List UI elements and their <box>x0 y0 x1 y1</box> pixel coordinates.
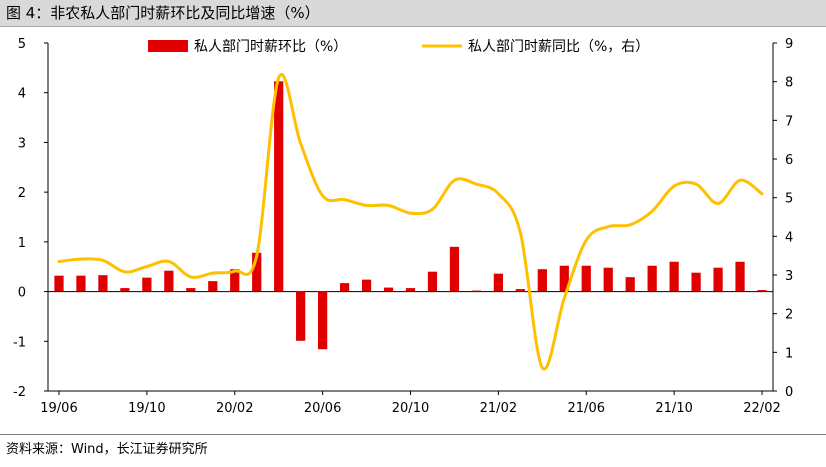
y-right-tick-label: 2 <box>785 308 793 323</box>
y-right-tick-label: 0 <box>785 385 793 400</box>
bar-mom-20-03 <box>252 252 262 292</box>
bar-mom-22-02 <box>757 290 767 292</box>
x-tick-label: 19/06 <box>40 401 77 416</box>
y-right-tick-label: 4 <box>785 230 793 245</box>
y-left-tick-label: -2 <box>13 385 26 400</box>
bar-mom-21-05 <box>559 265 569 292</box>
x-tick-label: 20/10 <box>392 401 429 416</box>
bar-mom-22-01 <box>735 261 745 292</box>
bar-mom-20-05 <box>296 291 306 341</box>
bar-mom-21-03 <box>515 289 525 292</box>
bar-mom-19-11 <box>164 270 174 292</box>
bar-mom-20-09 <box>383 287 394 292</box>
y-right-tick-label: 5 <box>785 192 793 207</box>
bar-mom-20-08 <box>361 279 372 292</box>
x-tick-label: 21/02 <box>480 401 517 416</box>
bar-mom-20-02 <box>230 269 240 292</box>
bar-mom-21-07 <box>603 267 613 292</box>
bar-mom-21-11 <box>691 272 701 292</box>
axes-layer <box>47 43 774 392</box>
bar-mom-21-09 <box>647 265 657 292</box>
legend-label-yoy: 私人部门时薪同比（%，右） <box>468 39 649 55</box>
y-left-tick-label: -1 <box>13 335 26 350</box>
y-right-tick-label: 3 <box>785 269 793 284</box>
legend-label-mom: 私人部门时薪环比（%） <box>194 39 347 55</box>
bar-mom-21-01 <box>471 290 482 292</box>
bar-mom-19-06 <box>54 275 64 292</box>
y-left-tick-label: 0 <box>18 286 26 301</box>
y-right-tick-label: 1 <box>785 346 793 361</box>
y-right-tick-label: 9 <box>785 37 793 52</box>
x-tick-label: 20/06 <box>304 401 341 416</box>
bar-mom-21-06 <box>581 265 591 292</box>
bar-mom-19-09 <box>120 288 130 292</box>
legend-swatch-mom <box>148 40 188 52</box>
ticks-layer: -2 -1 0 1 2 3 4 5 0 1 2 3 4 5 6 7 8 9 19/06 19/10 20/02 20/06… <box>13 37 793 416</box>
chart-canvas: -2 -1 0 1 2 3 4 5 0 1 2 3 4 5 6 7 8 9 19/06 19/10 20/02 20/06… <box>13 37 793 416</box>
bar-mom-20-07 <box>339 283 350 292</box>
bar-mom-21-12 <box>713 267 723 292</box>
y-left-tick-label: 3 <box>18 136 26 151</box>
bars-layer <box>54 81 767 350</box>
bar-mom-19-10 <box>142 277 152 292</box>
bar-mom-20-01 <box>208 281 218 292</box>
bar-mom-19-08 <box>98 275 108 292</box>
y-right-tick-label: 7 <box>785 114 793 129</box>
x-tick-label: 22/02 <box>743 401 780 416</box>
x-tick-label: 21/10 <box>655 401 692 416</box>
line-yoy <box>57 73 764 371</box>
bar-mom-21-04 <box>537 269 547 292</box>
chart-title: 图 4：非农私人部门时薪环比及同比增速（%） <box>6 4 320 22</box>
source-divider <box>0 434 826 435</box>
bar-mom-20-10 <box>405 288 416 292</box>
line-layer <box>57 73 764 371</box>
legend: 私人部门时薪环比（%） 私人部门时薪同比（%，右） <box>148 39 649 55</box>
y-right-tick-label: 8 <box>785 76 793 91</box>
bar-mom-20-12 <box>449 246 460 292</box>
y-left-tick-label: 2 <box>18 186 26 201</box>
x-tick-label: 21/06 <box>568 401 605 416</box>
source-note: 资料来源：Wind，长江证券研究所 <box>6 442 208 457</box>
y-left-tick-label: 1 <box>18 236 26 251</box>
y-right-tick-label: 6 <box>785 153 793 168</box>
bar-mom-20-11 <box>427 271 438 292</box>
y-left-tick-label: 5 <box>18 37 26 52</box>
x-tick-label: 20/02 <box>216 401 253 416</box>
bar-mom-20-06 <box>318 291 328 350</box>
bar-mom-20-04 <box>274 81 284 292</box>
x-tick-label: 19/10 <box>128 401 165 416</box>
bar-mom-19-12 <box>186 288 196 292</box>
bar-mom-19-07 <box>76 275 86 292</box>
bar-mom-21-08 <box>625 277 635 292</box>
bar-mom-21-02 <box>493 273 503 292</box>
bar-mom-21-10 <box>669 261 679 292</box>
title-bar: 图 4：非农私人部门时薪环比及同比增速（%） <box>0 0 826 27</box>
y-left-tick-label: 4 <box>18 87 26 102</box>
